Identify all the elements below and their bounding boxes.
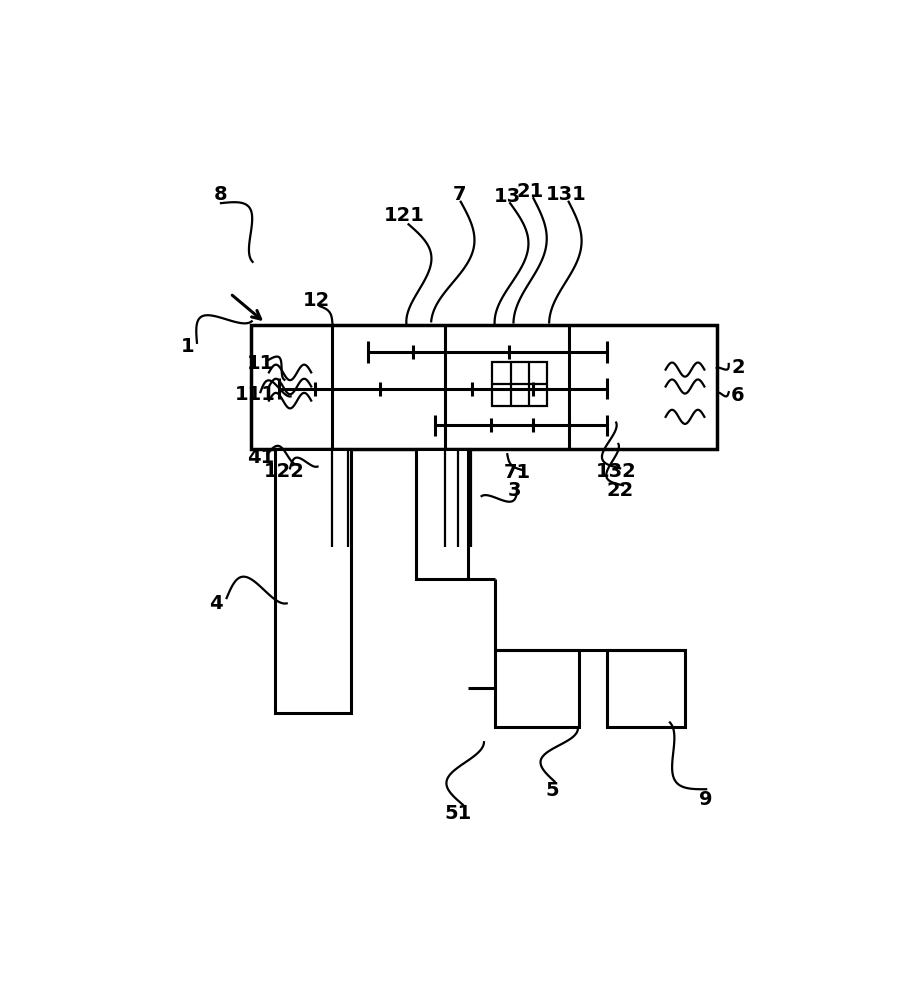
Bar xyxy=(608,650,685,727)
Text: 13: 13 xyxy=(494,187,521,206)
Text: 12: 12 xyxy=(302,291,329,310)
Text: 122: 122 xyxy=(264,462,305,481)
Bar xyxy=(251,325,717,449)
Text: 7: 7 xyxy=(452,185,466,204)
Text: 4: 4 xyxy=(209,594,223,613)
Bar xyxy=(275,449,350,713)
Text: 121: 121 xyxy=(384,206,425,225)
Text: 9: 9 xyxy=(700,790,713,809)
Text: 6: 6 xyxy=(731,386,744,405)
Text: 11: 11 xyxy=(247,354,274,373)
Text: 51: 51 xyxy=(444,804,471,823)
Text: 132: 132 xyxy=(595,462,636,481)
Text: 21: 21 xyxy=(516,182,543,201)
Text: 22: 22 xyxy=(606,481,633,500)
Text: 8: 8 xyxy=(214,185,228,204)
Bar xyxy=(495,650,580,727)
Text: 3: 3 xyxy=(508,481,521,500)
Text: 41: 41 xyxy=(247,448,274,467)
Text: 1: 1 xyxy=(181,337,195,356)
Bar xyxy=(492,362,548,406)
Text: 131: 131 xyxy=(546,185,587,204)
Bar xyxy=(315,454,328,466)
Bar xyxy=(416,449,469,579)
Text: 2: 2 xyxy=(731,358,744,377)
Text: 111: 111 xyxy=(235,385,275,404)
Text: 71: 71 xyxy=(503,463,531,482)
Text: 5: 5 xyxy=(546,781,560,800)
